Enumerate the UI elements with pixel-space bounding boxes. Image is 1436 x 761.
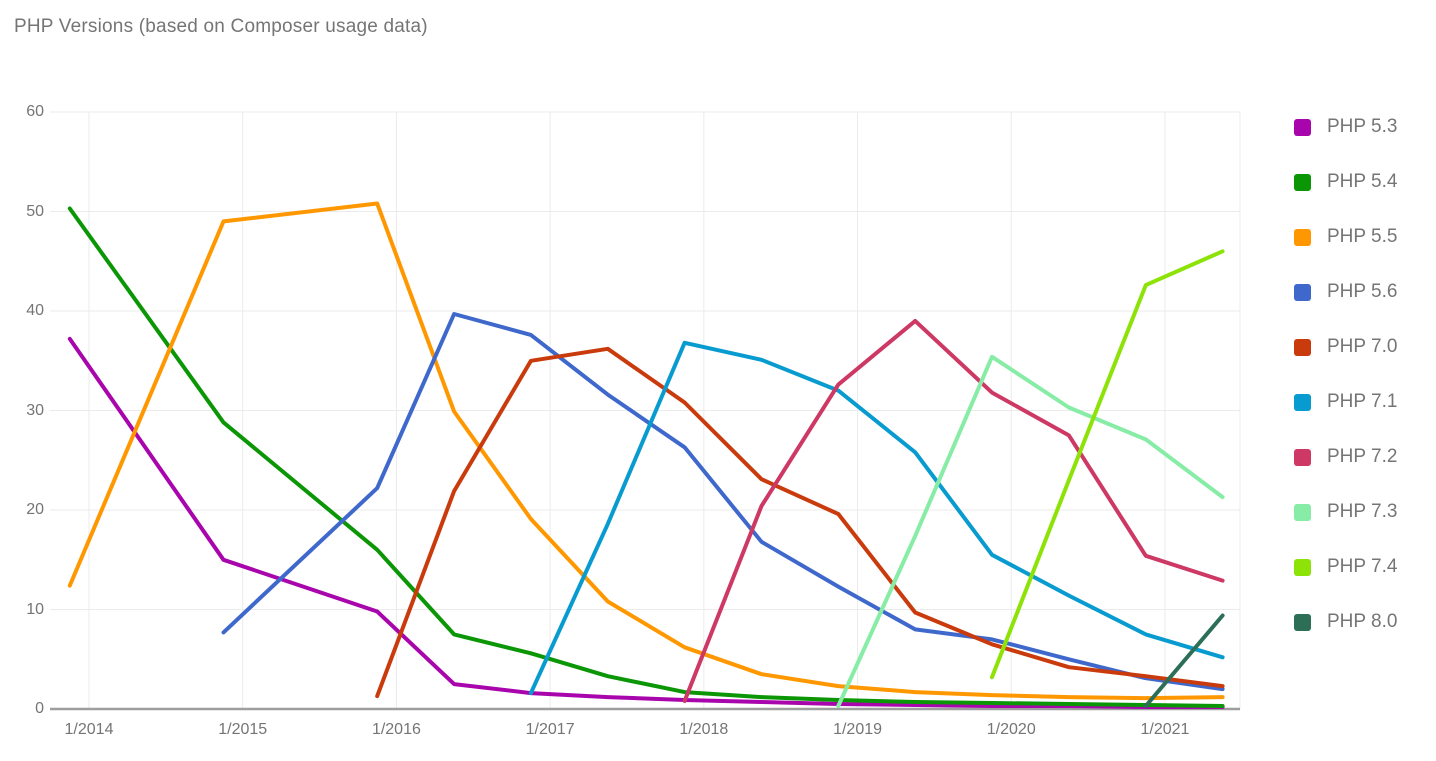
chart-title: PHP Versions (based on Composer usage da… xyxy=(14,16,428,37)
x-tick-label: 1/2016 xyxy=(371,721,421,738)
y-tick-label: 20 xyxy=(26,501,44,518)
series-line-php-7-0[interactable] xyxy=(375,346,1225,699)
series-line-php-8-0[interactable] xyxy=(1143,613,1225,708)
legend-item-php-7-2: PHP 7.2 xyxy=(1294,440,1397,474)
legend-label: PHP 7.0 xyxy=(1327,336,1398,357)
legend-item-php-7-4: PHP 7.4 xyxy=(1294,550,1397,584)
y-tick-label: 50 xyxy=(26,202,44,220)
legend-item-php-8-0: PHP 8.0 xyxy=(1294,605,1397,639)
legend-swatch xyxy=(1294,393,1311,411)
y-tick-label: 60 xyxy=(26,103,44,120)
legend-swatch xyxy=(1294,173,1311,191)
legend-label: PHP 5.3 xyxy=(1327,116,1398,137)
legend-item-php-7-0: PHP 7.0 xyxy=(1294,330,1397,364)
y-tick-label: 30 xyxy=(26,401,44,419)
legend-item-php-5-3: PHP 5.3 xyxy=(1294,110,1397,144)
x-tick-label: 1/2015 xyxy=(218,721,268,738)
legend-swatch xyxy=(1294,118,1311,136)
legend-label: PHP 5.4 xyxy=(1327,171,1398,192)
legend-swatch xyxy=(1294,503,1311,521)
series-line-php-5-6[interactable] xyxy=(221,312,1225,692)
series-line-php-7-1[interactable] xyxy=(528,340,1225,696)
legend-label: PHP 8.0 xyxy=(1327,611,1398,632)
y-tick-label: 10 xyxy=(26,600,44,618)
y-tick-label: 0 xyxy=(35,700,44,717)
legend-swatch xyxy=(1294,448,1311,466)
legend-label: PHP 7.4 xyxy=(1327,556,1398,577)
legend-label: PHP 5.5 xyxy=(1327,226,1398,247)
legend-item-php-7-1: PHP 7.1 xyxy=(1294,385,1397,419)
legend-swatch xyxy=(1294,558,1311,576)
series-line-php-5-5[interactable] xyxy=(67,201,1225,701)
series-line-php-5-3[interactable] xyxy=(67,336,1225,709)
series-line-php-7-2[interactable] xyxy=(682,318,1225,703)
legend-label: PHP 7.1 xyxy=(1327,391,1398,412)
x-tick-label: 1/2014 xyxy=(64,721,114,738)
x-tick-label: 1/2020 xyxy=(986,721,1036,738)
legend: PHP 5.3 PHP 5.4 PHP 5.5 PHP 5.6 PHP 7.0 PHP 7… xyxy=(1294,110,1397,660)
series-line-php-7-4[interactable] xyxy=(990,249,1225,680)
series-line-php-7-3[interactable] xyxy=(836,354,1225,708)
legend-label: PHP 7.2 xyxy=(1327,446,1398,467)
x-tick-label: 1/2021 xyxy=(1140,721,1190,738)
legend-swatch xyxy=(1294,338,1311,356)
legend-item-php-7-3: PHP 7.3 xyxy=(1294,495,1397,529)
series-line-php-5-4[interactable] xyxy=(67,206,1225,708)
legend-label: PHP 5.6 xyxy=(1327,281,1398,302)
legend-item-php-5-4: PHP 5.4 xyxy=(1294,165,1397,199)
legend-item-php-5-5: PHP 5.5 xyxy=(1294,220,1397,254)
x-tick-label: 1/2017 xyxy=(525,721,575,738)
x-tick-label: 1/2019 xyxy=(833,721,883,738)
x-tick-label: 1/2018 xyxy=(679,721,729,738)
legend-swatch xyxy=(1294,283,1311,301)
legend-item-php-5-6: PHP 5.6 xyxy=(1294,275,1397,309)
legend-label: PHP 7.3 xyxy=(1327,501,1398,522)
legend-swatch xyxy=(1294,228,1311,246)
y-tick-label: 40 xyxy=(26,302,44,319)
legend-swatch xyxy=(1294,613,1311,631)
